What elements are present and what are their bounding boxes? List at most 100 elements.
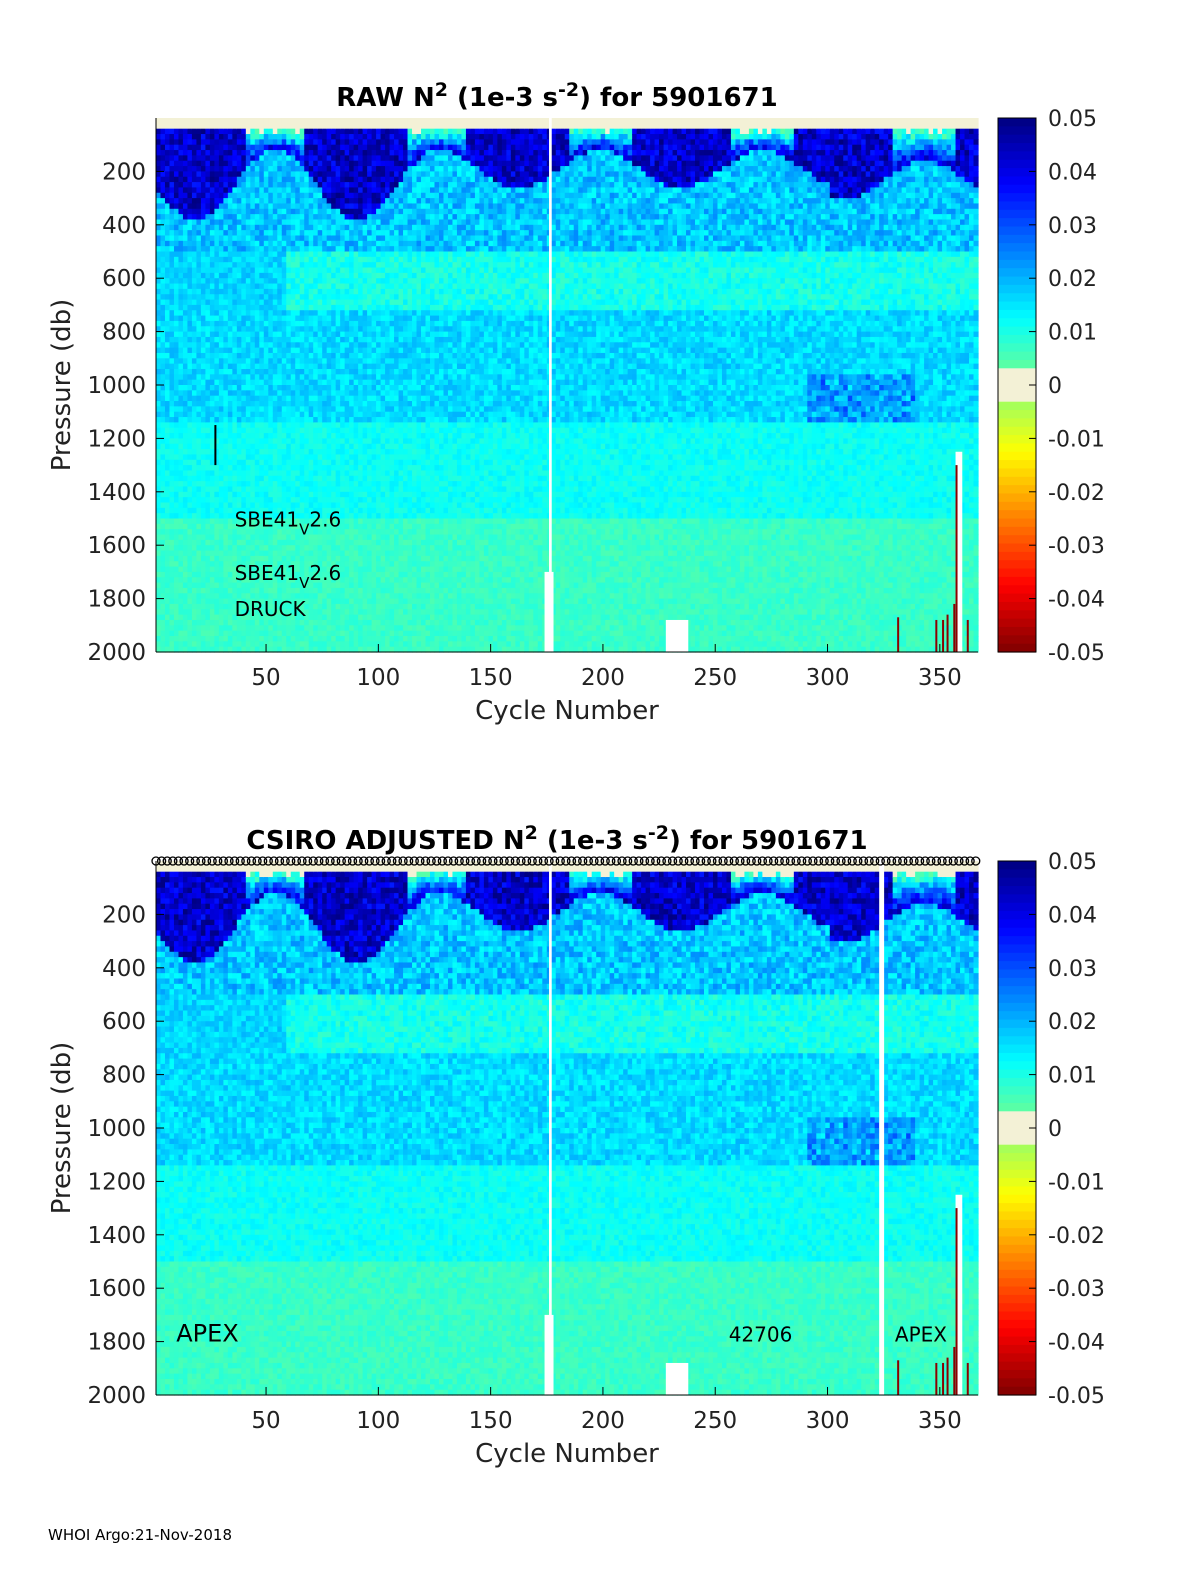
colorbar-swatch — [998, 1312, 1036, 1321]
negative-spike — [953, 1347, 955, 1395]
colorbar-swatch — [998, 527, 1036, 536]
colorbar-swatch — [998, 510, 1036, 519]
colorbar-swatch — [998, 118, 1036, 127]
title-text: CSIRO ADJUSTED N — [246, 826, 524, 856]
colorbar-swatch — [998, 1170, 1036, 1179]
colorbar-tick-label: -0.03 — [1048, 1277, 1105, 1302]
title-superscript: 2 — [525, 822, 538, 844]
x-tick-label: 200 — [581, 665, 625, 691]
chart-title: CSIRO ADJUSTED N2 (1e-3 s-2) for 5901671 — [246, 822, 867, 856]
colorbar-tick-label: -0.04 — [1048, 588, 1105, 613]
colorbar-swatch — [998, 1120, 1036, 1129]
colorbar-swatch — [998, 1003, 1036, 1012]
colorbar-swatch — [998, 1211, 1036, 1220]
x-tick-label: 50 — [251, 1408, 280, 1434]
colorbar-swatch — [998, 327, 1036, 336]
colorbar-swatch — [998, 585, 1036, 594]
x-tick-label: 250 — [693, 1408, 737, 1434]
colorbar-swatch — [998, 410, 1036, 419]
y-tick-label: 200 — [102, 159, 146, 185]
title-superscript: -2 — [558, 79, 579, 101]
colorbar-tick-label: -0.01 — [1048, 427, 1105, 452]
chart-annotation: DRUCK — [235, 597, 307, 621]
colorbar-swatch — [998, 1362, 1036, 1371]
y-tick-label: 1800 — [87, 587, 146, 613]
colorbar-swatch — [998, 944, 1036, 953]
colorbar-swatch — [998, 878, 1036, 887]
missing-data-gap — [549, 861, 552, 1395]
colorbar-swatch — [998, 1045, 1036, 1054]
colorbar-swatch — [998, 1195, 1036, 1204]
colorbar: 0.050.040.030.020.010-0.01-0.02-0.03-0.0… — [998, 850, 1105, 1409]
colorbar-swatch — [998, 460, 1036, 469]
colorbar-swatch — [998, 318, 1036, 327]
colorbar-swatch — [998, 577, 1036, 586]
colorbar-swatch — [998, 911, 1036, 920]
colorbar-swatch — [998, 869, 1036, 878]
colorbar-swatch — [998, 978, 1036, 987]
colorbar-swatch — [998, 1161, 1036, 1170]
colorbar-swatch — [998, 385, 1036, 394]
colorbar-swatch — [998, 360, 1036, 369]
title-text: ) for 5901671 — [669, 826, 868, 856]
negative-spike — [967, 1363, 969, 1395]
colorbar-swatch — [998, 894, 1036, 903]
colorbar-swatch — [998, 1345, 1036, 1354]
colorbar-swatch — [998, 135, 1036, 144]
x-tick-label: 100 — [356, 665, 400, 691]
colorbar-swatch — [998, 1111, 1036, 1120]
colorbar-swatch — [998, 961, 1036, 970]
colorbar-swatch — [998, 1095, 1036, 1104]
colorbar-tick-label: 0.04 — [1048, 160, 1097, 185]
y-tick-label: 1600 — [87, 1276, 146, 1302]
colorbar-tick-label: -0.02 — [1048, 1224, 1105, 1249]
colorbar-swatch — [998, 252, 1036, 261]
colorbar-swatch — [998, 185, 1036, 194]
colorbar-swatch — [998, 1245, 1036, 1254]
y-axis-label: Pressure (db) — [47, 299, 77, 472]
y-tick-label: 600 — [102, 266, 146, 292]
negative-spike — [942, 620, 944, 652]
colorbar-swatch — [998, 160, 1036, 169]
colorbar-swatch — [998, 168, 1036, 177]
missing-data-gap — [666, 620, 688, 652]
negative-spike — [935, 620, 937, 652]
colorbar-swatch — [998, 427, 1036, 436]
y-tick-label: 400 — [102, 213, 146, 239]
colorbar-tick-label: 0.03 — [1048, 957, 1097, 982]
colorbar-swatch — [998, 953, 1036, 962]
colorbar-swatch — [998, 1103, 1036, 1112]
colorbar-tick-label: 0.05 — [1048, 850, 1097, 875]
colorbar: 0.050.040.030.020.010-0.01-0.02-0.03-0.0… — [998, 107, 1105, 666]
colorbar-swatch — [998, 861, 1036, 870]
colorbar-swatch — [998, 535, 1036, 544]
y-tick-label: 2000 — [87, 640, 146, 666]
colorbar-tick-label: -0.04 — [1048, 1331, 1105, 1356]
colorbar-tick-label: 0.04 — [1048, 903, 1097, 928]
negative-spike — [897, 1360, 899, 1395]
colorbar-swatch — [998, 260, 1036, 269]
y-tick-label: 1800 — [87, 1330, 146, 1356]
colorbar-swatch — [998, 1028, 1036, 1037]
missing-data-gap — [545, 572, 554, 652]
y-tick-label: 1200 — [87, 426, 146, 452]
colorbar-swatch — [998, 302, 1036, 311]
x-tick-label: 50 — [251, 665, 280, 691]
colorbar-swatch — [998, 627, 1036, 636]
colorbar-swatch — [998, 602, 1036, 611]
colorbar-swatch — [998, 176, 1036, 185]
colorbar-swatch — [998, 235, 1036, 244]
colorbar-tick-label: -0.03 — [1048, 534, 1105, 559]
colorbar-swatch — [998, 1136, 1036, 1145]
colorbar-swatch — [998, 886, 1036, 895]
x-tick-label: 150 — [469, 1408, 513, 1434]
y-tick-label: 1000 — [87, 1116, 146, 1142]
colorbar-swatch — [998, 1228, 1036, 1237]
y-axis-label: Pressure (db) — [47, 1042, 77, 1215]
colorbar-swatch — [998, 485, 1036, 494]
colorbar-swatch — [998, 126, 1036, 135]
colorbar-tick-label: 0 — [1048, 374, 1062, 399]
colorbar-swatch — [998, 1262, 1036, 1271]
chart-title: RAW N2 (1e-3 s-2) for 5901671 — [336, 79, 778, 113]
